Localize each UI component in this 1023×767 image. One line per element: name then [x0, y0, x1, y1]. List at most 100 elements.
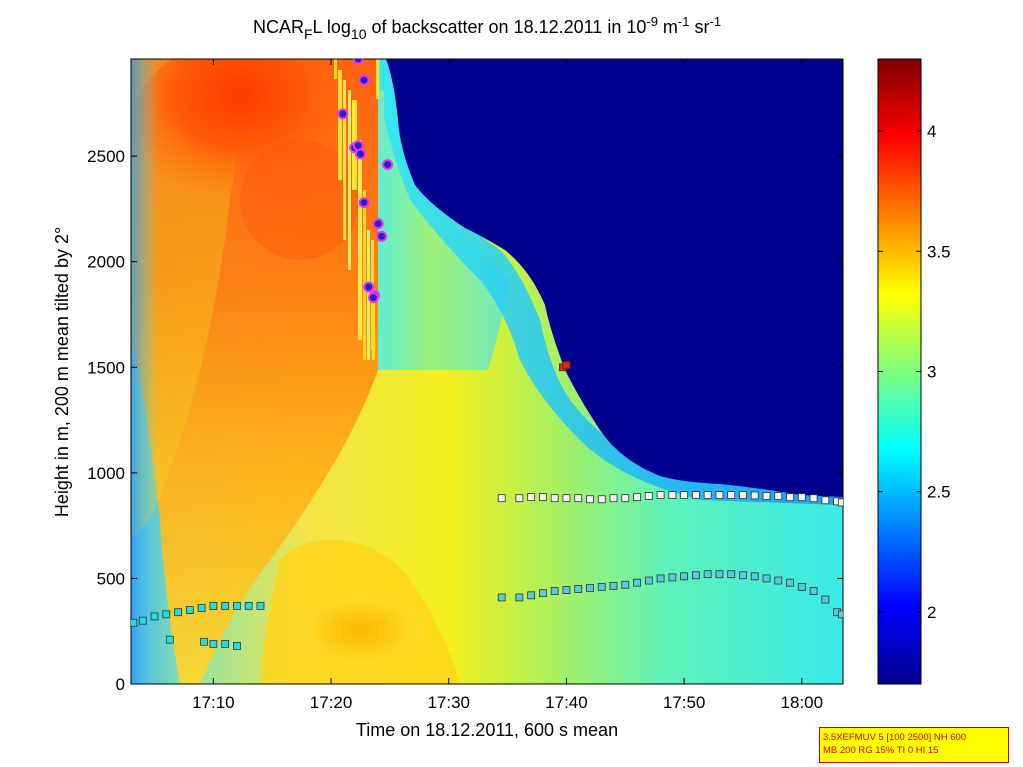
y-tick-label: 500 — [97, 569, 125, 588]
marker-point — [809, 494, 818, 503]
y-tick-label: 2000 — [87, 253, 125, 272]
marker-point — [574, 585, 583, 593]
colorbar-tick-label: 4 — [927, 122, 936, 141]
marker-point — [762, 492, 771, 500]
marker-point — [821, 496, 830, 505]
marker-point — [562, 361, 571, 370]
marker-point — [367, 292, 379, 304]
x-tick-label: 17:10 — [192, 693, 235, 712]
marker-point — [656, 491, 665, 499]
marker-point — [358, 74, 370, 86]
marker-point — [209, 601, 218, 610]
marker-point — [515, 593, 524, 602]
marker-point — [703, 570, 712, 579]
marker-point — [821, 595, 830, 604]
x-tick-label: 17:30 — [427, 693, 470, 712]
marker-point — [837, 498, 843, 507]
marker-point — [633, 493, 641, 502]
y-axis-label: Height in m, 200 m mean tilted by 2° — [52, 227, 72, 517]
y-tick-label: 1000 — [87, 464, 125, 483]
marker-point — [372, 218, 384, 230]
marker-point — [197, 604, 206, 612]
marker-point — [354, 148, 366, 160]
marker-point — [621, 494, 630, 503]
marker-point — [797, 493, 806, 502]
colorbar-gradient — [877, 58, 922, 685]
marker-point — [221, 601, 230, 610]
y-tick-label: 0 — [116, 675, 125, 694]
marker-point — [609, 581, 618, 590]
marker-point — [656, 574, 665, 583]
marker-point — [668, 491, 677, 499]
marker-point — [209, 639, 218, 648]
title-mid: L log — [313, 17, 351, 37]
title-unit1: m — [658, 17, 678, 37]
marker-point — [539, 493, 547, 502]
marker-point — [550, 587, 559, 595]
marker-point — [609, 494, 618, 503]
plot-frame — [130, 58, 844, 685]
x-axis: 17:10 17:20 17:30 17:40 17:50 18:00 — [192, 59, 823, 712]
x-tick-label: 17:50 — [663, 693, 706, 712]
marker-point — [539, 589, 547, 598]
marker-point — [376, 230, 388, 242]
colorbar-tick-label: 2 — [927, 603, 936, 622]
marker-point — [597, 495, 606, 504]
marker-point — [668, 573, 677, 582]
marker-point — [550, 494, 559, 503]
marker-point — [680, 572, 689, 581]
marker-point — [691, 571, 700, 580]
marker-point — [562, 586, 571, 594]
marker-point — [786, 493, 794, 502]
marker-point — [562, 494, 571, 503]
title-sup1: -9 — [646, 14, 658, 29]
marker-series-layer — [131, 59, 843, 650]
marker-point — [138, 616, 147, 625]
marker-point — [233, 601, 241, 610]
title-sup3: -1 — [709, 14, 721, 29]
marker-point — [691, 491, 700, 499]
colorbar-tick-label: 2.5 — [927, 483, 951, 502]
marker-point — [703, 491, 712, 499]
colorbar: 2 2.5 3 3.5 4 — [877, 58, 951, 685]
marker-point — [162, 610, 171, 619]
marker-point — [527, 591, 536, 600]
x-tick-label: 18:00 — [781, 693, 824, 712]
marker-point — [750, 572, 759, 581]
info-line-2: MB 200 RG 15% TI 0 HI 15 — [823, 745, 939, 756]
marker-point — [739, 491, 747, 499]
marker-point — [837, 610, 843, 619]
title-unit2: sr — [689, 17, 709, 37]
processing-info-box: 3.5XEFMUV 5 [100 2500] NH 600 MB 200 RG … — [819, 727, 1009, 763]
chart-title: NCARFL log10 of backscatter on 18.12.201… — [253, 14, 721, 42]
marker-point — [680, 491, 689, 499]
marker-point — [358, 197, 370, 209]
colorbar-ticks: 2 2.5 3 3.5 4 — [878, 122, 951, 622]
y-tick-label: 2500 — [87, 147, 125, 166]
y-axis: 0 500 1000 1500 2000 2500 — [87, 147, 843, 694]
y-tick-label: 1500 — [87, 358, 125, 377]
marker-point — [574, 494, 583, 503]
marker-point — [739, 571, 747, 580]
marker-point — [633, 578, 641, 587]
marker-point — [200, 637, 208, 646]
marker-point — [762, 574, 771, 583]
marker-point — [497, 593, 506, 602]
marker-point — [382, 159, 394, 171]
colorbar-tick-label: 3 — [927, 363, 936, 382]
marker-point — [515, 494, 524, 503]
title-sup2: -1 — [678, 14, 690, 29]
marker-point — [131, 618, 138, 627]
marker-point — [809, 587, 818, 595]
marker-point — [150, 612, 159, 621]
marker-point — [363, 281, 375, 293]
marker-point — [256, 601, 265, 610]
marker-point — [786, 578, 794, 587]
marker-point — [352, 59, 364, 65]
marker-point — [715, 570, 724, 579]
backscatter-heatmap — [131, 59, 843, 684]
marker-point — [727, 491, 736, 499]
marker-point — [750, 491, 759, 500]
marker-point — [586, 584, 594, 592]
